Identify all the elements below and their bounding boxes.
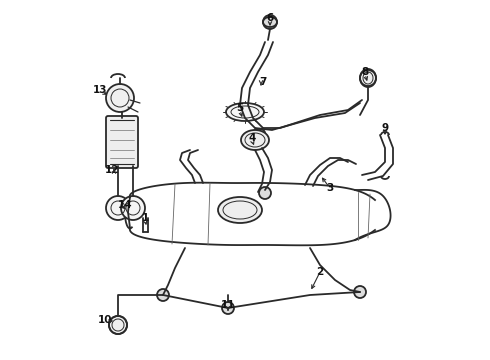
Text: 8: 8 bbox=[362, 67, 368, 77]
Ellipse shape bbox=[218, 197, 262, 223]
Circle shape bbox=[121, 196, 145, 220]
Text: 3: 3 bbox=[326, 183, 334, 193]
Text: 1: 1 bbox=[142, 213, 148, 223]
Text: 13: 13 bbox=[93, 85, 107, 95]
Text: 11: 11 bbox=[221, 300, 235, 310]
Text: 5: 5 bbox=[236, 103, 244, 113]
Circle shape bbox=[157, 289, 169, 301]
Text: 2: 2 bbox=[317, 267, 323, 277]
Circle shape bbox=[259, 187, 271, 199]
Circle shape bbox=[222, 302, 234, 314]
Text: 6: 6 bbox=[267, 13, 273, 23]
Circle shape bbox=[106, 84, 134, 112]
FancyBboxPatch shape bbox=[106, 116, 138, 168]
Circle shape bbox=[360, 70, 376, 86]
Text: 7: 7 bbox=[259, 77, 267, 87]
Ellipse shape bbox=[241, 130, 269, 150]
Text: 12: 12 bbox=[105, 165, 119, 175]
Text: 14: 14 bbox=[118, 200, 132, 210]
Circle shape bbox=[263, 15, 277, 29]
Text: 9: 9 bbox=[381, 123, 389, 133]
Text: 10: 10 bbox=[98, 315, 112, 325]
Circle shape bbox=[354, 286, 366, 298]
Text: 4: 4 bbox=[248, 133, 256, 143]
Circle shape bbox=[109, 316, 127, 334]
Ellipse shape bbox=[226, 103, 264, 121]
Circle shape bbox=[106, 196, 130, 220]
